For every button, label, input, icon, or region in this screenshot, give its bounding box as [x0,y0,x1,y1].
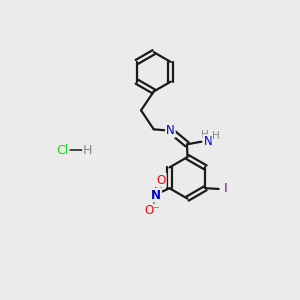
Text: O⁻: O⁻ [145,204,161,218]
Text: I: I [224,182,227,195]
Text: H: H [201,130,209,140]
Text: H: H [212,131,220,142]
Text: H: H [83,144,93,157]
Text: N: N [151,189,161,202]
Text: O: O [157,174,166,187]
Text: N: N [166,124,175,137]
Text: N: N [203,135,212,148]
Text: Cl: Cl [56,144,69,157]
